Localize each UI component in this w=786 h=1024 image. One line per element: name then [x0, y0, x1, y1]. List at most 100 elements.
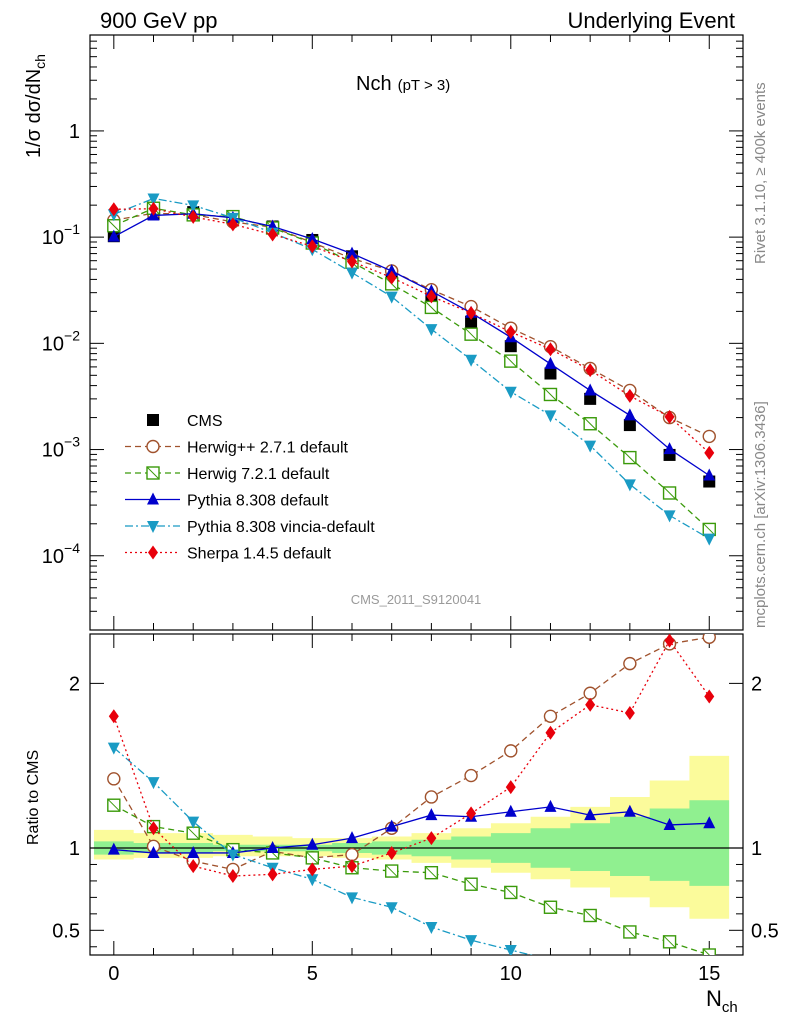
main-y-axis-label: 1/σ dσ/dNch: [23, 54, 48, 158]
data-point: [385, 902, 398, 915]
data-point: [305, 851, 319, 865]
data-point: [147, 414, 159, 426]
data-point: [148, 201, 159, 216]
data-point: [227, 868, 238, 883]
data-point: [544, 954, 557, 955]
ratio-series-line: [113, 806, 710, 854]
data-point: [345, 847, 359, 862]
data-point: [623, 450, 637, 465]
data-point: [107, 229, 120, 242]
data-point: [624, 706, 635, 721]
y-tick-label: 10−1: [42, 221, 80, 249]
data-point: [386, 845, 397, 860]
series-5: [108, 201, 715, 460]
legend-label: CMS: [187, 413, 223, 430]
data-point: [186, 826, 200, 840]
header-right-label: Underlying Event: [567, 8, 735, 33]
analysis-watermark: CMS_2011_S9120041: [351, 592, 482, 607]
data-point: [623, 479, 636, 492]
data-point: [584, 392, 597, 405]
data-point: [584, 383, 597, 396]
data-point: [702, 634, 716, 644]
data-point: [226, 849, 239, 862]
series-line: [113, 197, 710, 540]
data-point: [544, 410, 557, 423]
data-point: [664, 968, 676, 980]
x-tick-label: 15: [698, 963, 720, 985]
data-point: [385, 263, 398, 276]
data-point: [663, 510, 676, 523]
data-point: [187, 816, 200, 829]
total-uncertainty-band: [93, 755, 730, 919]
data-point: [544, 799, 557, 812]
data-point: [543, 900, 558, 914]
y-tick-label: 10−3: [42, 434, 80, 462]
data-point: [187, 200, 200, 213]
data-point: [505, 324, 516, 339]
ratio-y-tick-label-right: 0.5: [751, 920, 779, 942]
data-point: [702, 948, 716, 955]
data-point: [424, 790, 439, 804]
data-point: [306, 874, 319, 887]
data-point: [465, 935, 478, 948]
data-point: [585, 697, 596, 712]
data-point: [664, 409, 675, 424]
data-point: [663, 442, 676, 455]
main-axis-ticks: 1 10−1 10−2 10−3 10−4: [42, 34, 743, 631]
ratio-y-tick-label-right: 2: [751, 673, 762, 695]
data-point: [108, 202, 119, 217]
data-point: [306, 837, 319, 850]
data-point: [583, 417, 597, 431]
data-point: [545, 342, 556, 357]
data-point: [465, 315, 478, 328]
data-point: [267, 227, 278, 242]
data-point: [425, 808, 438, 821]
data-point: [345, 831, 358, 844]
data-point: [426, 289, 437, 304]
legend-label: Pythia 8.308 vincia-default: [187, 519, 375, 536]
ratio-series-line: [113, 804, 710, 955]
ratio-y-axis-label: Ratio to CMS: [25, 750, 42, 845]
data-point: [107, 742, 120, 755]
data-point: [466, 306, 477, 321]
data-point: [188, 859, 199, 874]
data-point: [424, 300, 439, 315]
data-point: [584, 440, 597, 453]
data-point: [307, 239, 318, 254]
series-line: [113, 213, 710, 477]
y-tick-label: 10−2: [42, 327, 80, 355]
data-point: [623, 804, 636, 817]
data-point: [584, 808, 597, 821]
ratio-y-tick-label: 2: [69, 673, 80, 695]
data-point: [544, 367, 557, 380]
data-point: [346, 859, 357, 874]
data-point: [187, 845, 200, 858]
data-point: [345, 892, 358, 905]
ratio-y-tick-label-right: 1: [751, 838, 762, 860]
ratio-axis-ticks: 0.5 0.5 1 1 2 2 0 5 10 15: [52, 634, 779, 985]
data-point: [306, 232, 319, 245]
data-point: [543, 387, 558, 402]
data-point: [624, 965, 636, 977]
data-point: [384, 864, 399, 878]
data-point: [504, 386, 517, 399]
legend-item: Herwig++ 2.7.1 default: [125, 440, 349, 457]
data-point: [504, 945, 517, 955]
data-point: [107, 842, 120, 855]
data-point: [623, 925, 637, 939]
data-point: [662, 486, 677, 500]
data-point: [345, 246, 358, 259]
header-left-label: 900 GeV pp: [100, 8, 217, 33]
data-point: [385, 819, 398, 832]
y-tick-label: 10−4: [42, 540, 80, 568]
data-point: [345, 267, 358, 280]
data-point: [585, 363, 596, 378]
data-point: [146, 439, 160, 454]
data-point: [504, 340, 517, 353]
data-point: [107, 798, 121, 812]
ratio-series-clip: [107, 634, 716, 980]
data-point: [148, 545, 158, 560]
data-point: [147, 492, 159, 505]
data-point: [504, 804, 517, 817]
data-point: [108, 709, 119, 724]
